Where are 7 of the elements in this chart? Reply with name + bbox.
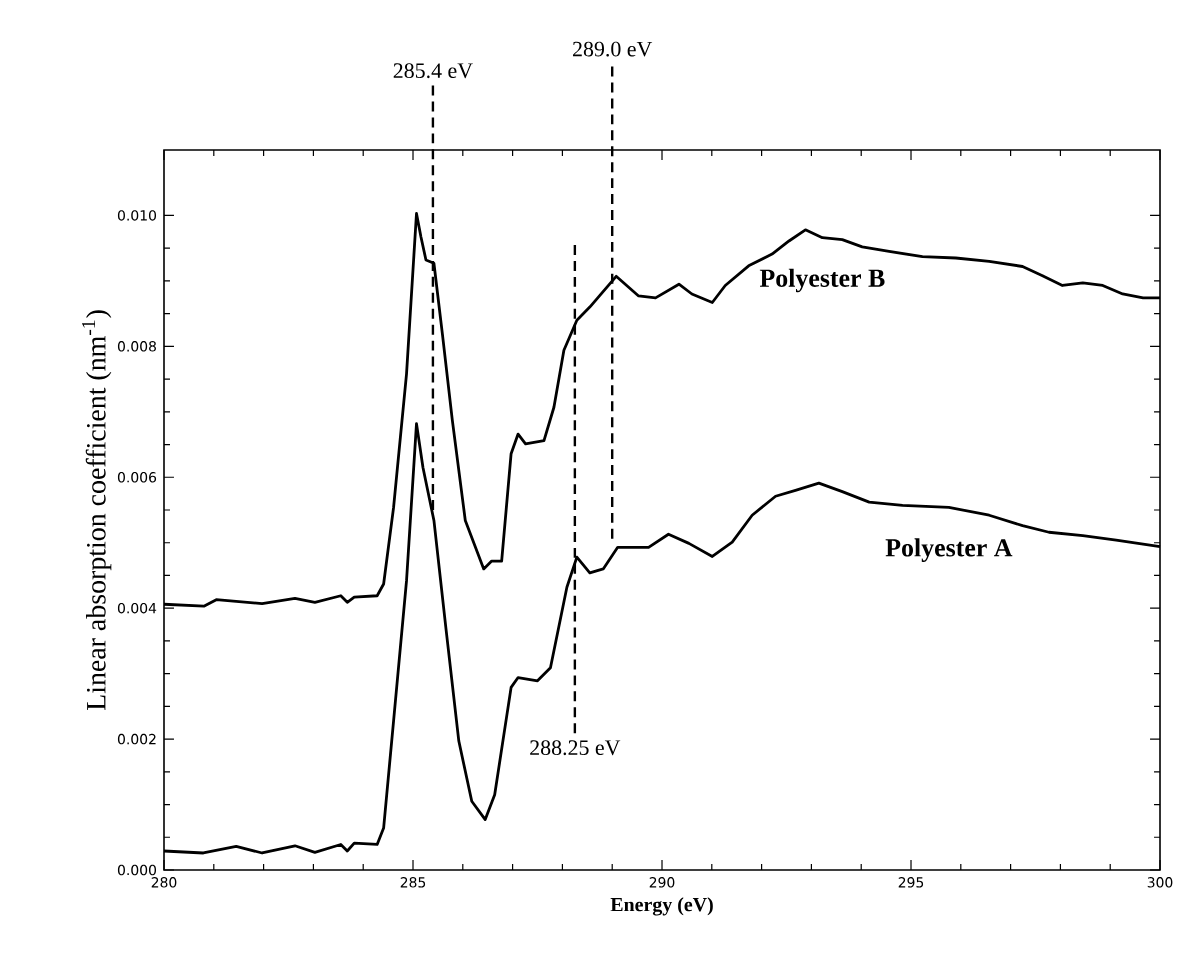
ref-line-label: 285.4 eV <box>393 63 473 79</box>
series-label: Polyester A <box>885 538 1013 562</box>
ref-line-label: 288.25 eV <box>530 740 621 756</box>
series-label: Polyester B <box>759 268 885 293</box>
ref-line-label: 289.0 eV <box>573 41 653 57</box>
y-axis-title: Linear absorption coefficient (nm$^{-1}$) <box>82 310 112 711</box>
x-axis-title: Energy (eV) <box>610 897 713 916</box>
